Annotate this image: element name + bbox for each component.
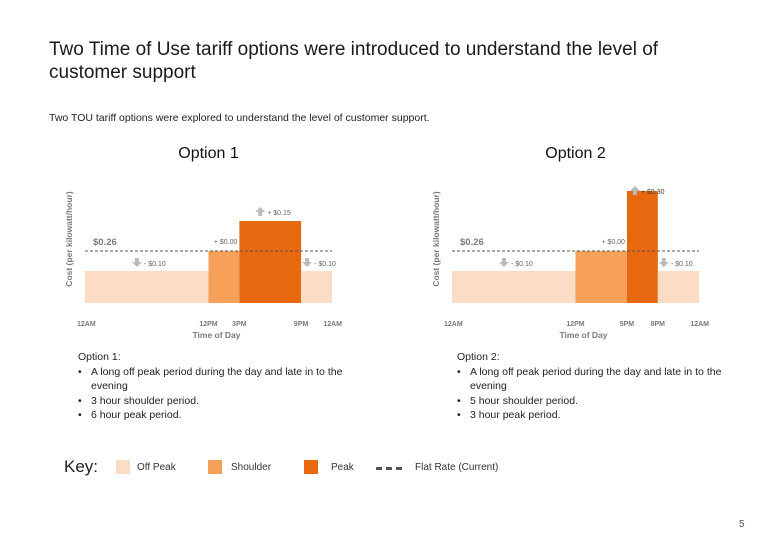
x-tick-label: 12PM	[566, 321, 584, 328]
flat-rate-label: $0.26	[93, 237, 117, 248]
chart-title: Option 2	[545, 145, 606, 162]
x-tick-label: 12AM	[323, 321, 342, 328]
up-arrow-icon	[255, 207, 266, 216]
bar-peak	[239, 221, 302, 303]
x-axis-label: Time of Day	[559, 330, 607, 340]
y-axis-label: Cost (per kilowatt/hour)	[64, 191, 74, 287]
page-subtitle: Two TOU tariff options were explored to …	[49, 112, 430, 124]
x-tick-label: 12AM	[444, 321, 463, 328]
off-peak-legend-label: Off Peak	[137, 462, 176, 473]
option2-heading: Option 2:	[457, 351, 500, 363]
x-tick-label: 8PM	[651, 321, 666, 328]
option1-bullet: A long off peak period during the day an…	[78, 365, 348, 394]
down-arrow-icon	[132, 258, 142, 267]
up-arrow-icon	[629, 186, 640, 195]
legend-title: Key:	[64, 457, 99, 476]
peak-swatch	[304, 460, 318, 474]
down-arrow-icon	[499, 258, 509, 267]
bar-peak	[626, 191, 658, 303]
legend: Key: Off Peak Shoulder Peak Flat Rate (C…	[64, 457, 584, 479]
bar-off-peak	[301, 271, 332, 303]
delta-label: - $0.10	[144, 261, 166, 268]
option1-description: Option 1: A long off peak period during …	[78, 350, 348, 423]
page-number: 5	[739, 519, 745, 530]
option2-chart: Option 2 Cost (per kilowatt/hour) $0.26 - $…	[431, 145, 709, 340]
bar-off-peak	[657, 271, 699, 303]
shoulder-legend-label: Shoulder	[231, 462, 272, 473]
option2-bullet: 3 hour peak period.	[457, 408, 727, 423]
dashed-line-icon	[376, 467, 402, 470]
x-tick-label: 9PM	[294, 321, 309, 328]
x-tick-label: 12AM	[690, 321, 709, 328]
delta-label: + $0.00	[214, 239, 238, 246]
bar-shoulder	[575, 251, 627, 303]
delta-label: - $0.10	[511, 261, 533, 268]
chart-title: Option 1	[178, 145, 239, 162]
shoulder-swatch	[208, 460, 222, 474]
option1-bullet: 6 hour peak period.	[78, 408, 348, 423]
x-tick-label: 3PM	[232, 321, 247, 328]
x-tick-label: 12AM	[77, 321, 96, 328]
x-tick-label: 12PM	[199, 321, 217, 328]
delta-label: + $0.00	[601, 239, 625, 246]
y-axis-label: Cost (per kilowatt/hour)	[431, 191, 441, 287]
delta-label: + $0.15	[267, 210, 291, 217]
down-arrow-icon	[658, 258, 669, 267]
peak-legend-label: Peak	[331, 462, 354, 473]
down-arrow-icon	[302, 258, 313, 267]
option1-bullet: 3 hour shoulder period.	[78, 394, 348, 409]
delta-label: - $0.10	[314, 261, 336, 268]
bar-shoulder	[208, 251, 240, 303]
x-tick-label: 5PM	[620, 321, 635, 328]
option2-bullet: 5 hour shoulder period.	[457, 394, 727, 409]
option2-bullet: A long off peak period during the day an…	[457, 365, 727, 394]
flat-rate-legend-label: Flat Rate (Current)	[415, 462, 499, 473]
option1-heading: Option 1:	[78, 351, 121, 363]
option2-description: Option 2: A long off peak period during …	[457, 350, 727, 423]
delta-label: - $0.10	[671, 261, 693, 268]
x-axis-label: Time of Day	[192, 330, 240, 340]
bar-off-peak	[85, 271, 209, 303]
flat-rate-label: $0.26	[460, 237, 484, 248]
bar-off-peak	[452, 271, 576, 303]
off-peak-swatch	[116, 460, 130, 474]
option1-chart: Option 1 Cost (per kilowatt/hour) $0.26 - $…	[64, 145, 342, 340]
delta-label: + $0.30	[641, 189, 665, 196]
page-title: Two Time of Use tariff options were intr…	[49, 39, 659, 83]
